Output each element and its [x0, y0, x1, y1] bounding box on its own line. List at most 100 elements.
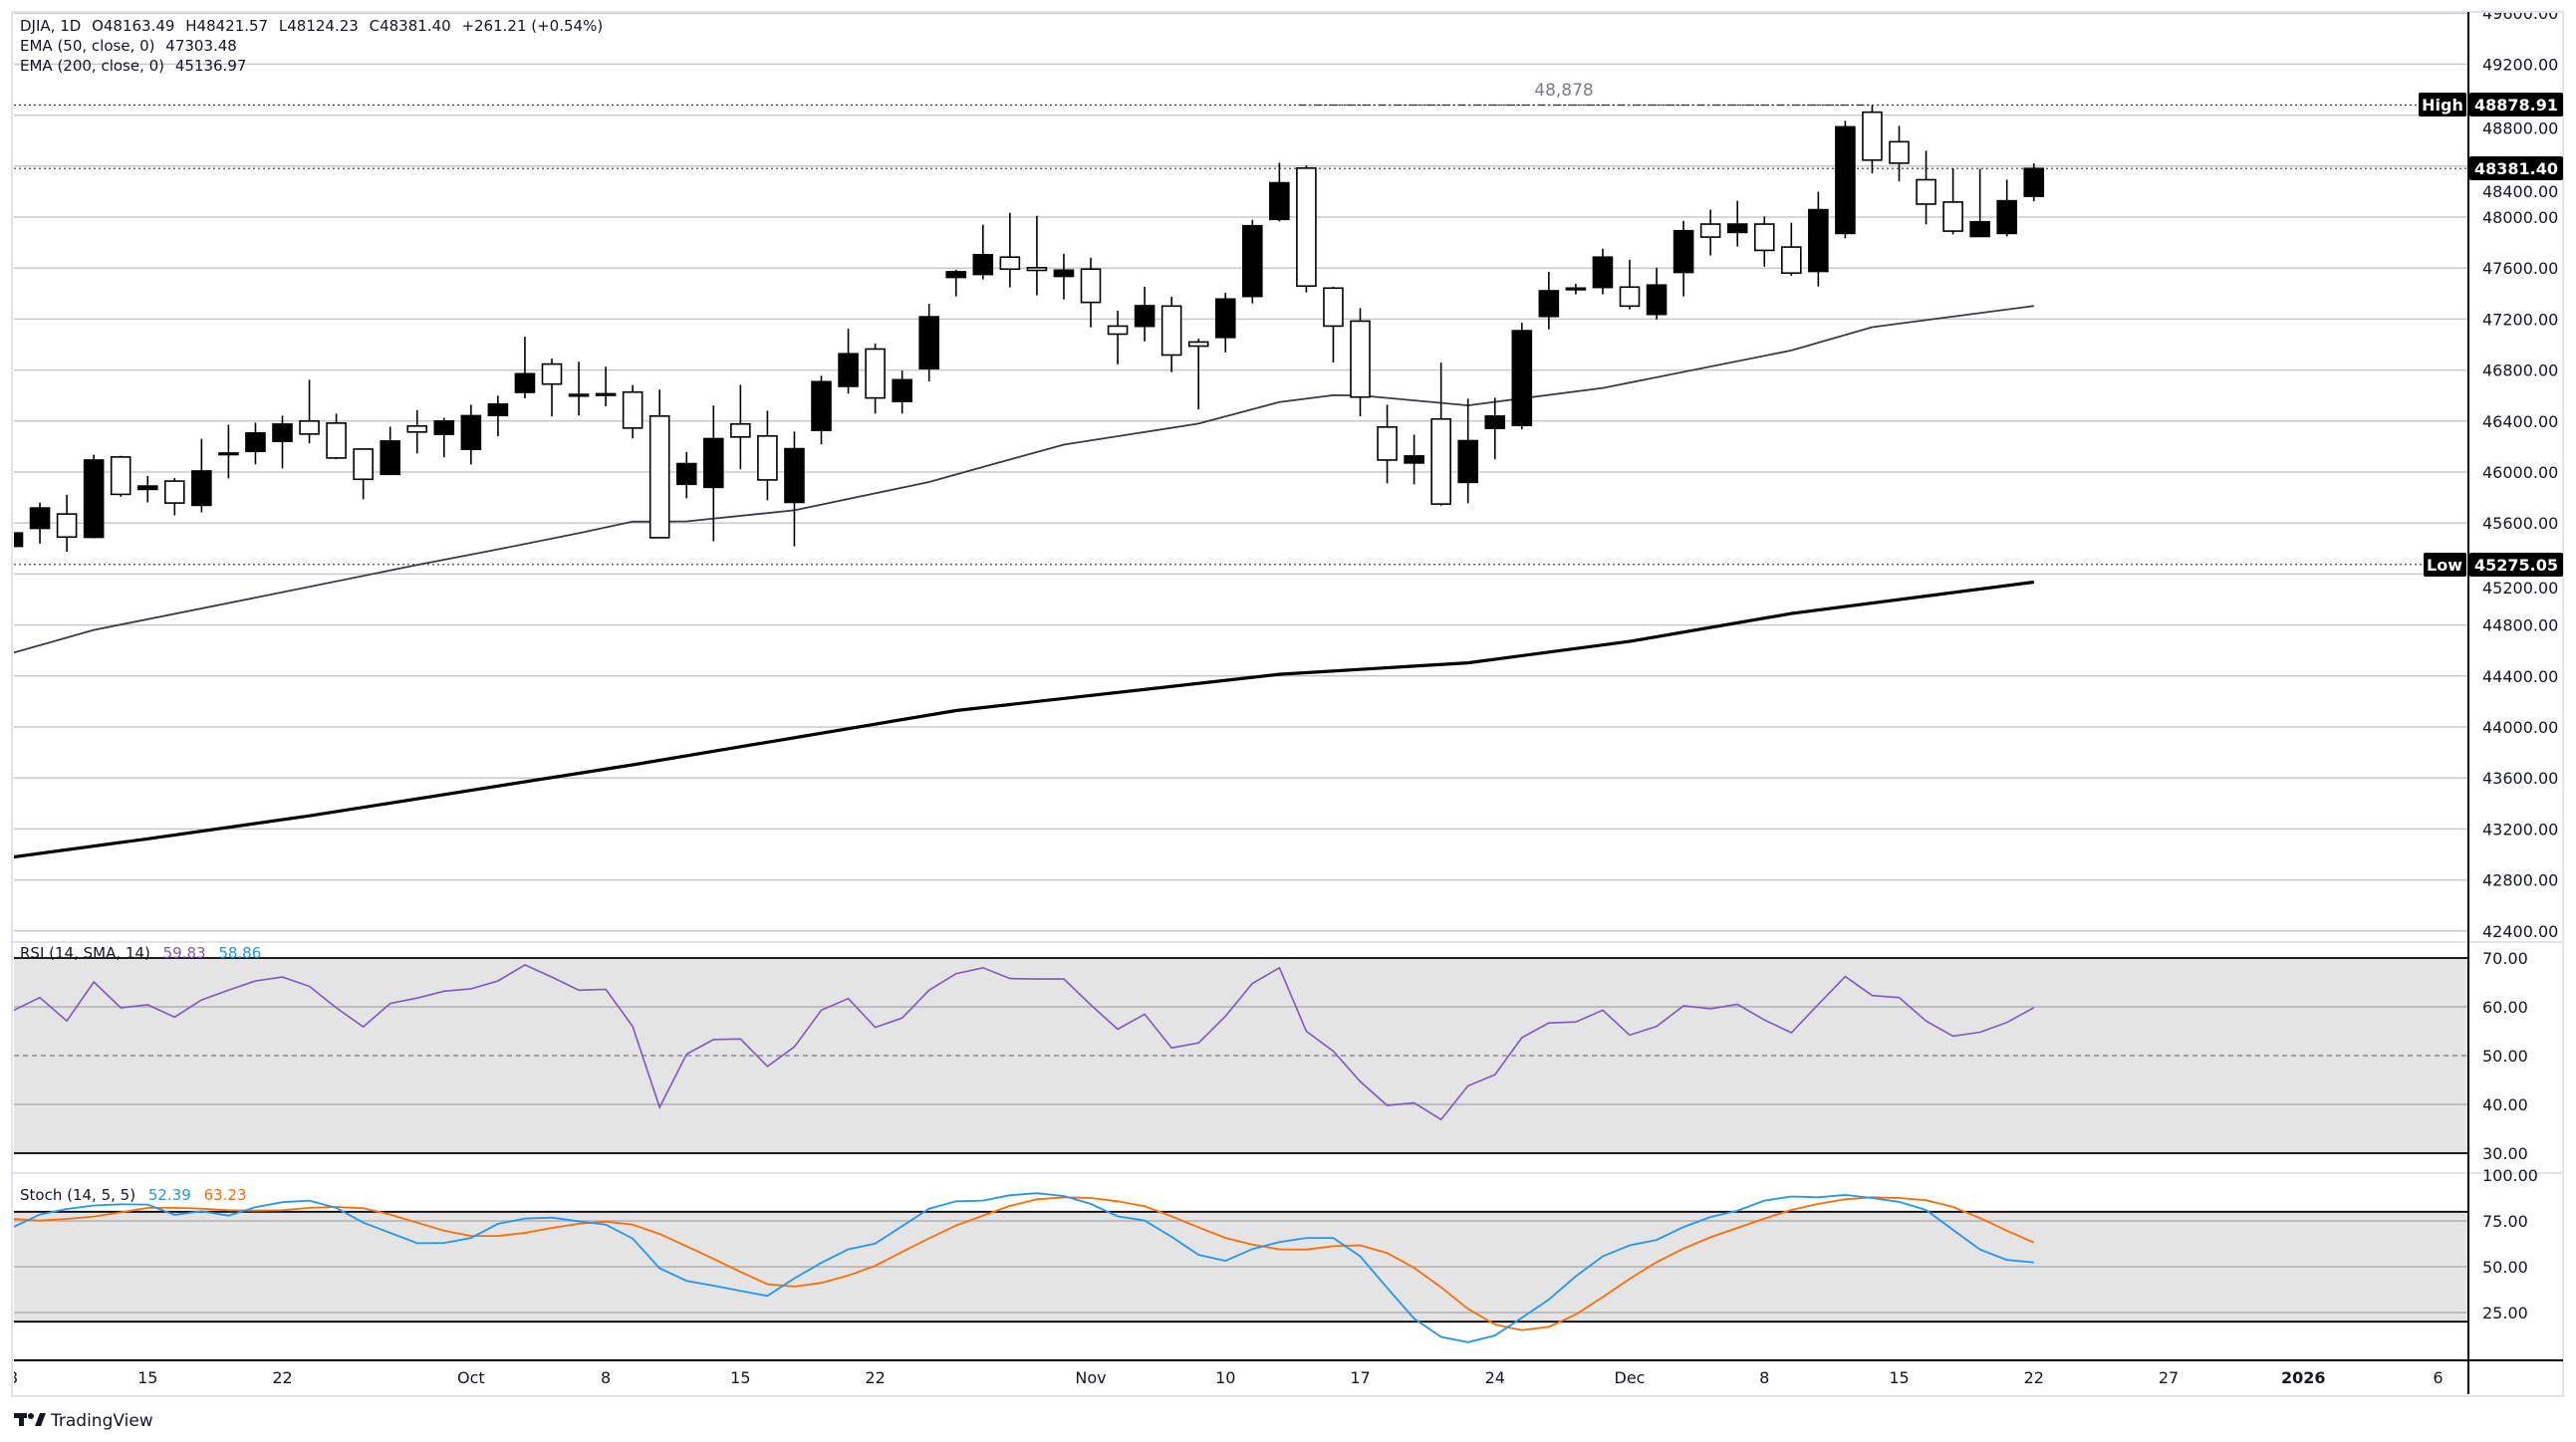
- candle: [1673, 220, 1694, 297]
- candle: [164, 478, 185, 516]
- candle: [1107, 311, 1129, 364]
- time-tick-label: 6: [2433, 1368, 2443, 1387]
- candle: [353, 448, 374, 500]
- candle-body-up: [1511, 330, 1533, 426]
- candle: [999, 212, 1021, 288]
- candle: [110, 455, 131, 497]
- candle-body-down: [622, 390, 644, 429]
- candle-body-up: [1457, 439, 1478, 484]
- candle: [1160, 297, 1182, 372]
- candle-body-up: [784, 447, 805, 504]
- time-tick-label: Nov: [1075, 1368, 1106, 1387]
- candle: [811, 375, 832, 445]
- stoch-k-line: [14, 1192, 2034, 1343]
- chart-frame: [11, 11, 2564, 1397]
- candle-body-up: [380, 440, 401, 476]
- candle: [1889, 125, 1910, 182]
- candle: [191, 438, 212, 513]
- price-tick-label: 45600.00: [2482, 514, 2558, 533]
- candle: [83, 454, 105, 539]
- candle: [380, 426, 401, 476]
- candle: [1862, 105, 1883, 174]
- candle: [1404, 434, 1424, 485]
- candle: [541, 359, 563, 417]
- candle-body-up: [972, 253, 994, 276]
- candle-body-down: [1889, 140, 1910, 164]
- legend-low: L48124.23: [279, 17, 359, 35]
- time-tick-label: 24: [1485, 1368, 1505, 1387]
- stoch-label: Stoch (14, 5, 5): [20, 1186, 135, 1204]
- candle: [29, 502, 51, 544]
- candle-body-up: [433, 419, 455, 435]
- candle: [1646, 267, 1668, 320]
- candle: [892, 370, 912, 414]
- candle-body-up: [675, 462, 697, 486]
- tradingview-logo[interactable]: TradingView: [14, 1411, 153, 1431]
- candle: [622, 384, 644, 439]
- rsi-tick-label: 30.00: [2482, 1144, 2528, 1163]
- candle-body-up: [1242, 224, 1263, 298]
- price-tick-label: 44400.00: [2482, 667, 2558, 686]
- price-pane[interactable]: 48,878: [4, 13, 2469, 932]
- stoch-tick-label: 50.00: [2482, 1258, 2528, 1277]
- candle: [1808, 191, 1829, 287]
- candle: [1538, 271, 1560, 330]
- legend-symbol[interactable]: DJIA, 1D: [20, 17, 81, 35]
- candle-body-down: [757, 434, 778, 481]
- legend-ema50[interactable]: EMA (50, close, 0) 47303.48: [20, 37, 237, 55]
- candle: [218, 424, 239, 479]
- candle-body-down: [406, 424, 428, 433]
- candle: [136, 475, 158, 503]
- candle-body-down: [568, 393, 590, 397]
- ema50-label: EMA (50, close, 0): [20, 37, 155, 55]
- candle: [1753, 216, 1775, 267]
- time-tick-label: 8: [1759, 1368, 1769, 1387]
- price-tick-label: 46400.00: [2482, 412, 2558, 431]
- candle: [1565, 283, 1587, 295]
- candle: [56, 494, 78, 552]
- candle-body-up: [1592, 256, 1614, 289]
- stoch-legend[interactable]: Stoch (14, 5, 5) 52.39 63.23: [20, 1186, 247, 1204]
- low-label: Low 45275.05: [2424, 553, 2563, 577]
- candle-body-up: [702, 437, 724, 489]
- rsi-legend[interactable]: RSI (14, SMA, 14) 59.83 58.86: [20, 944, 261, 962]
- candle: [757, 410, 778, 501]
- rsi-pane[interactable]: RSI (14, SMA, 14) 59.83 58.86 70.00 60.00…: [13, 944, 2528, 1163]
- price-tick-label: 44800.00: [2482, 616, 2558, 635]
- candle: [1511, 323, 1533, 430]
- brand-name: TradingView: [50, 1411, 153, 1431]
- candle: [1187, 339, 1209, 410]
- candle-body-up: [595, 392, 617, 396]
- price-tick-label: 46800.00: [2482, 361, 2558, 380]
- rsi-tick-label: 60.00: [2482, 998, 2528, 1017]
- candle-body-up: [918, 316, 940, 369]
- time-tick-label: 2026: [2281, 1368, 2326, 1387]
- rsi-sma-value: 58.86: [218, 944, 261, 962]
- price-tick-label: 47600.00: [2482, 259, 2558, 278]
- candle-body-up: [1969, 220, 1990, 238]
- candle-body-down: [299, 419, 320, 435]
- price-axis-ticks: 49600.00 49200.00 48800.00 48400.00 48000.00…: [2482, 13, 2558, 941]
- candle-body-up: [1835, 125, 1856, 235]
- candle: [514, 337, 536, 399]
- candle-body-down: [1187, 341, 1209, 348]
- candle: [1457, 398, 1478, 504]
- candle-body-up: [514, 372, 536, 393]
- legend-close: C48381.40: [370, 17, 451, 35]
- stoch-tick-label: 100.00: [2482, 1166, 2538, 1185]
- candle: [838, 329, 859, 394]
- legend-ema200[interactable]: EMA (200, close, 0) 45136.97: [20, 57, 246, 75]
- time-axis[interactable]: 8 15 22 Oct 8 15 22 Nov 10 17 24 Dec 8 15 22 27 2026 6: [8, 1368, 2444, 1387]
- stoch-pane[interactable]: Stoch (14, 5, 5) 52.39 63.23 100.00 75.00…: [13, 1166, 2538, 1343]
- price-axis[interactable]: 49600.00 49200.00 48800.00 48400.00 48000.00…: [2419, 4, 2563, 941]
- candle: [2023, 163, 2045, 202]
- high-label-text: High: [2422, 96, 2463, 115]
- candle-body-down: [1430, 417, 1451, 505]
- candle-body-up: [487, 402, 509, 416]
- stoch-d-value: 63.23: [204, 1186, 247, 1204]
- candle: [1026, 215, 1048, 296]
- high-value: 48878.91: [2474, 96, 2558, 115]
- candle: [487, 395, 509, 437]
- time-tick-label: Oct: [457, 1368, 485, 1387]
